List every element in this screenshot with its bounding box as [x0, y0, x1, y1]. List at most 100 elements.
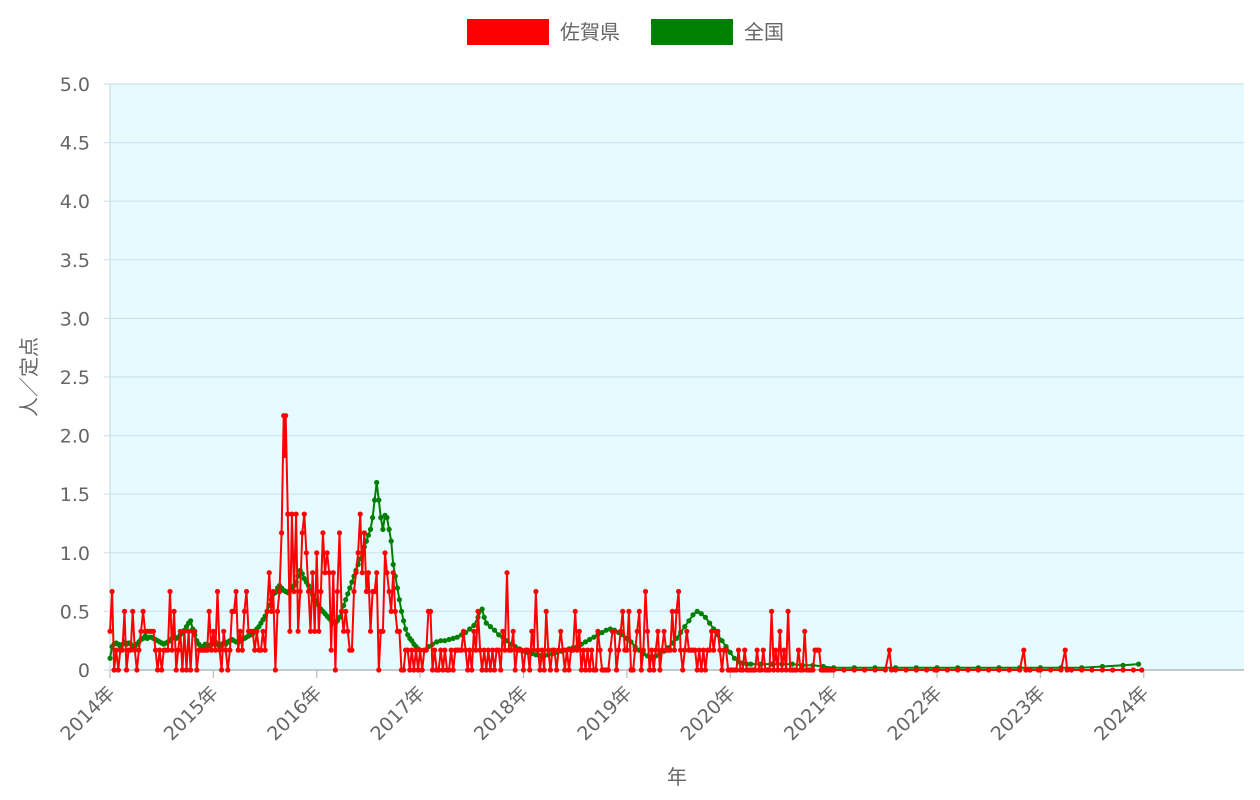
data-point [634, 628, 640, 634]
data-point [206, 608, 212, 615]
data-point [322, 570, 328, 576]
data-point [339, 608, 345, 615]
data-point [793, 667, 800, 673]
data-point [696, 647, 702, 653]
data-point [651, 667, 657, 673]
data-point [520, 667, 527, 673]
data-point [624, 647, 630, 653]
data-point [417, 647, 423, 653]
x-tick-label: 2017年 [366, 682, 429, 745]
data-point [427, 608, 434, 615]
data-point [384, 570, 390, 576]
data-point [752, 667, 758, 673]
data-point [268, 608, 274, 615]
data-point [616, 647, 622, 653]
data-point [241, 608, 247, 615]
data-point [401, 618, 407, 624]
data-point [438, 647, 444, 653]
data-point [986, 667, 992, 673]
legend-item-saga[interactable]: 佐賀県 [467, 19, 620, 45]
data-point [554, 667, 560, 673]
data-point [171, 608, 177, 615]
data-point [1139, 667, 1145, 673]
data-point [409, 647, 415, 653]
data-point [535, 647, 541, 653]
data-point [690, 612, 696, 618]
data-point [262, 647, 268, 653]
data-point [924, 667, 930, 673]
data-point [479, 606, 485, 612]
data-point [510, 628, 516, 634]
data-point [442, 638, 448, 644]
data-point [231, 608, 237, 615]
data-point [481, 647, 487, 653]
data-point [934, 667, 940, 673]
data-point [272, 667, 278, 673]
data-point [458, 647, 465, 653]
data-point [477, 647, 483, 653]
data-point [208, 647, 214, 653]
data-point [132, 647, 138, 653]
data-point [574, 647, 580, 653]
data-point [250, 628, 256, 634]
data-point [165, 647, 171, 653]
data-point [283, 413, 289, 419]
x-tick-label: 2020年 [677, 682, 740, 745]
data-point [781, 647, 787, 653]
data-point [597, 647, 603, 653]
data-point [336, 614, 343, 620]
data-point [380, 628, 386, 634]
data-point [1006, 667, 1012, 673]
data-point [599, 629, 605, 636]
data-point [469, 667, 475, 673]
data-point [239, 647, 245, 653]
legend-label: 佐賀県 [560, 20, 620, 44]
data-point [1079, 667, 1085, 673]
legend[interactable]: 佐賀県 全国 [467, 19, 784, 45]
data-point [913, 667, 919, 673]
data-point [471, 628, 477, 634]
data-point [138, 628, 144, 634]
x-tick-label: 2016年 [263, 682, 326, 745]
data-point [291, 588, 297, 595]
data-point [975, 667, 981, 673]
data-point [419, 667, 425, 673]
data-point [682, 647, 688, 653]
data-point [504, 570, 510, 576]
data-point [531, 647, 537, 653]
y-tick-label: 3.0 [60, 308, 90, 330]
data-point [436, 667, 442, 673]
data-point [709, 628, 715, 634]
data-point [800, 667, 806, 673]
x-tick-label: 2014年 [56, 682, 119, 745]
data-point [210, 628, 216, 634]
data-point [415, 667, 421, 673]
data-point [632, 647, 638, 653]
data-point [295, 628, 301, 634]
data-point [475, 608, 481, 615]
data-point [192, 628, 198, 634]
data-point [374, 479, 380, 486]
data-point [1037, 667, 1043, 673]
data-point [260, 628, 266, 634]
data-point [188, 618, 194, 624]
data-point [694, 667, 700, 673]
data-point [374, 570, 380, 576]
data-point [686, 618, 692, 624]
x-tick-label: 2015年 [160, 682, 223, 745]
data-point [442, 647, 448, 653]
data-point [237, 628, 243, 634]
data-point [580, 647, 587, 653]
data-point [556, 647, 562, 653]
data-point [1089, 667, 1095, 673]
data-point [460, 628, 467, 634]
data-point [773, 647, 779, 653]
data-point [372, 497, 378, 503]
data-point [376, 667, 382, 673]
data-point [638, 667, 644, 673]
data-point [702, 667, 709, 673]
data-point [140, 608, 146, 615]
data-point [365, 532, 371, 538]
legend-item-national[interactable]: 全国 [651, 19, 784, 45]
data-point [481, 614, 487, 620]
